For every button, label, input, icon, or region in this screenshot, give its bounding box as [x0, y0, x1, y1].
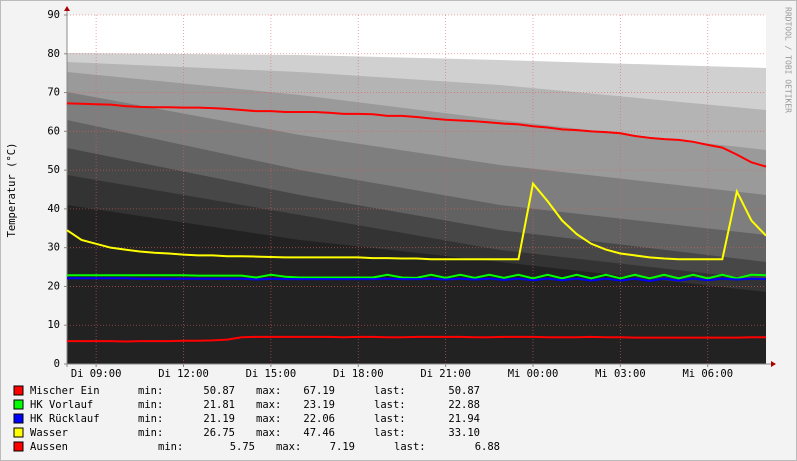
legend-label: Wasser [30, 427, 68, 439]
legend-swatch [13, 441, 24, 452]
legend-swatch [13, 399, 24, 410]
legend-stat-label: max: [256, 427, 281, 439]
legend-stat-value: 22.06 [303, 413, 335, 425]
legend-swatch [13, 413, 24, 424]
x-tick-label: Di 18:00 [333, 368, 384, 380]
x-tick-label: Di 12:00 [158, 368, 209, 380]
y-tick-label: 20 [47, 280, 60, 292]
axis-arrow [64, 6, 70, 11]
legend-stat-label: min: [158, 441, 183, 453]
x-tick-label: Di 21:00 [420, 368, 471, 380]
legend-stat-label: min: [138, 427, 163, 439]
y-tick-label: 40 [47, 203, 60, 215]
series-line [67, 335, 766, 343]
legend-label: HK Vorlauf [30, 399, 93, 411]
x-tick-label: Di 09:00 [71, 368, 122, 380]
legend-stat-value: 33.10 [448, 427, 480, 439]
y-axis-label: Temperatur (°C) [6, 143, 18, 238]
watermark: RRDTOOL / TOBI OETIKER [784, 7, 793, 113]
y-tick-label: 90 [47, 9, 60, 21]
x-tick-label: Di 15:00 [246, 368, 297, 380]
legend-stat-label: min: [138, 385, 163, 397]
x-tick-label: Mi 03:00 [595, 368, 646, 380]
legend-stat-label: last: [374, 399, 406, 411]
legend-stat-value: 5.75 [230, 441, 255, 453]
legend-label: Aussen [30, 441, 68, 453]
y-tick-label: 60 [47, 125, 60, 137]
x-tick-label: Mi 00:00 [508, 368, 559, 380]
y-tick-label: 10 [47, 319, 60, 331]
legend-label: HK Rücklauf [30, 413, 100, 425]
legend-stat-value: 6.88 [475, 441, 500, 453]
legend-stat-label: max: [256, 385, 281, 397]
history-bands [67, 53, 766, 364]
band [67, 205, 766, 364]
series-line [66, 102, 767, 168]
legend-stat-value: 21.19 [203, 413, 235, 425]
legend-stat-value: 50.87 [448, 385, 480, 397]
legend-label: Mischer Ein [30, 385, 100, 397]
y-tick-label: 80 [47, 48, 60, 60]
legend-stat-label: min: [138, 413, 163, 425]
legend-stat-value: 47.46 [303, 427, 335, 439]
series-line [67, 273, 767, 280]
legend-stat-label: max: [276, 441, 301, 453]
legend-stat-value: 26.75 [203, 427, 235, 439]
legend-stat-label: max: [256, 413, 281, 425]
legend-swatch [13, 385, 24, 396]
legend-stat-value: 21.94 [448, 413, 480, 425]
y-tick-label: 50 [47, 164, 60, 176]
y-tick-label: 0 [54, 358, 60, 370]
legend-stat-value: 21.81 [203, 399, 235, 411]
y-tick-label: 70 [47, 87, 60, 99]
legend-stat-label: max: [256, 399, 281, 411]
x-tick-label: Mi 06:00 [682, 368, 733, 380]
legend-stat-value: 23.19 [303, 399, 335, 411]
axis-arrow [771, 361, 776, 367]
legend-stat-value: 67.19 [303, 385, 335, 397]
legend-swatch [13, 427, 24, 438]
legend-stat-label: min: [138, 399, 163, 411]
y-tick-label: 30 [47, 242, 60, 254]
legend-stat-label: last: [374, 413, 406, 425]
legend-stat-value: 22.88 [448, 399, 480, 411]
legend-stat-value: 7.19 [330, 441, 355, 453]
series-line [67, 277, 767, 283]
legend-stat-label: last: [394, 441, 426, 453]
legend-stat-label: last: [374, 385, 406, 397]
legend-stat-label: last: [374, 427, 406, 439]
series-line [66, 181, 767, 261]
legend-stat-value: 50.87 [203, 385, 235, 397]
